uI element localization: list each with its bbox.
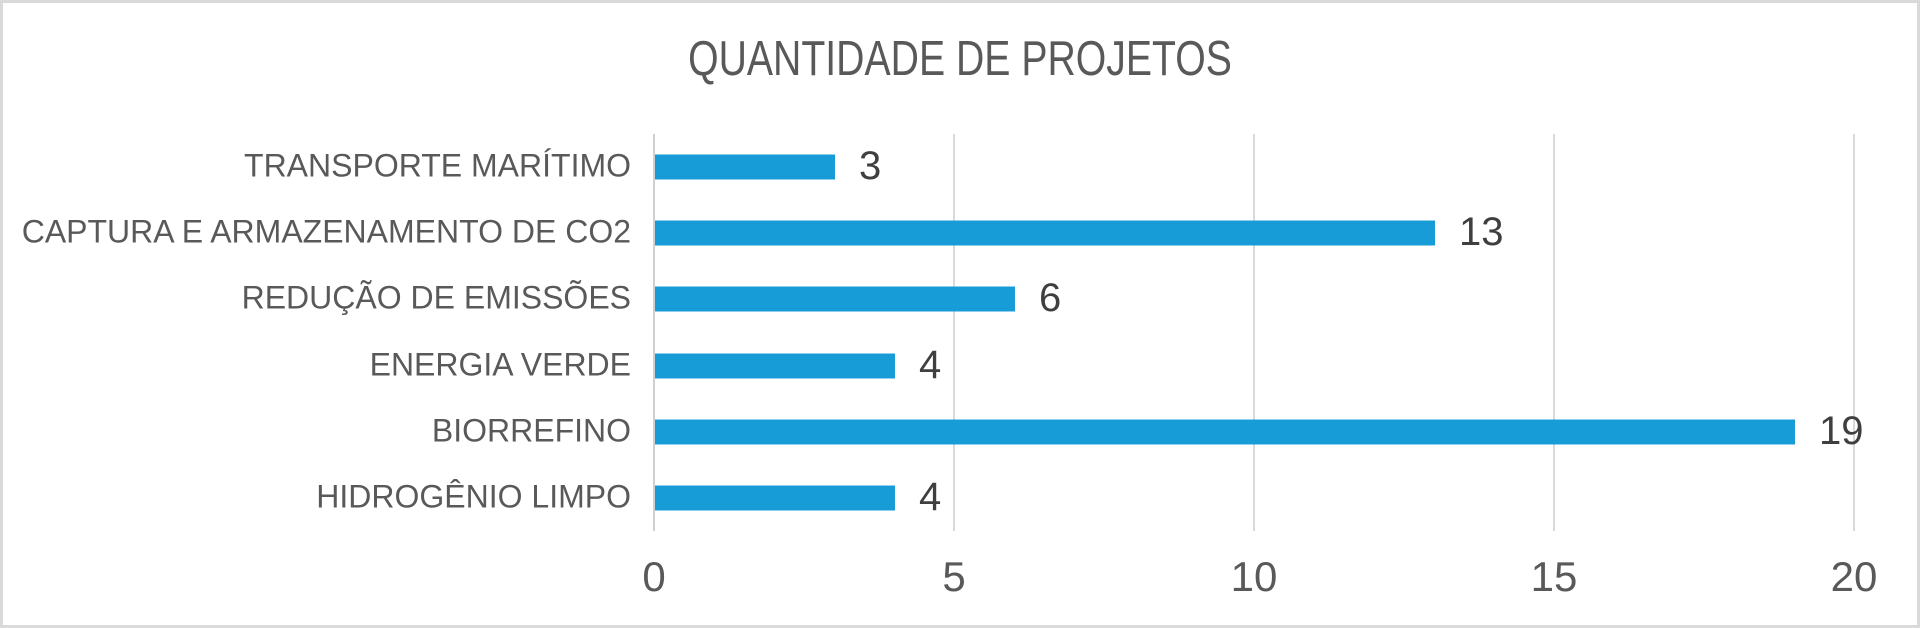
data-label: 4 (919, 475, 942, 520)
data-label: 19 (1819, 408, 1864, 453)
bar-row: BIORREFINO 19 (3, 399, 1917, 465)
gridline-x-10 (1253, 134, 1255, 531)
category-label: CAPTURA E ARMAZENAMENTO DE CO2 (21, 213, 631, 250)
bar (655, 286, 1015, 312)
data-label: 6 (1039, 276, 1062, 321)
chart-title: QUANTIDADE DE PROJETOS (688, 32, 1232, 86)
bar (655, 485, 895, 511)
gridline-x-15 (1553, 134, 1555, 531)
bar (655, 154, 835, 180)
bar (655, 353, 895, 379)
category-label: ENERGIA VERDE (369, 346, 631, 383)
data-label: 13 (1459, 210, 1504, 255)
gridline-x-5 (953, 134, 955, 531)
bar (655, 220, 1435, 246)
category-label: HIDROGÊNIO LIMPO (316, 478, 631, 515)
x-axis-tick-label: 0 (642, 553, 666, 600)
data-label: 3 (859, 144, 882, 189)
bar (655, 419, 1795, 445)
bar-row: ENERGIA VERDE 4 (3, 333, 1917, 399)
x-axis-tick-label: 20 (1830, 553, 1878, 600)
category-label: TRANSPORTE MARÍTIMO (244, 147, 631, 184)
bar-row: CAPTURA E ARMAZENAMENTO DE CO2 13 (3, 200, 1917, 266)
y-axis-line (653, 134, 655, 531)
category-label: REDUÇÃO DE EMISSÕES (241, 280, 631, 317)
category-label: BIORREFINO (431, 412, 631, 449)
data-label: 4 (919, 342, 942, 387)
bar-row: REDUÇÃO DE EMISSÕES 6 (3, 266, 1917, 332)
gridline-x-20 (1853, 134, 1855, 531)
x-axis-tick-label: 15 (1530, 553, 1578, 600)
bar-row: HIDROGÊNIO LIMPO 4 (3, 465, 1917, 531)
x-axis-tick-label: 5 (942, 553, 966, 600)
x-axis-tick-label: 10 (1230, 553, 1278, 600)
bar-row: TRANSPORTE MARÍTIMO 3 (3, 134, 1917, 200)
